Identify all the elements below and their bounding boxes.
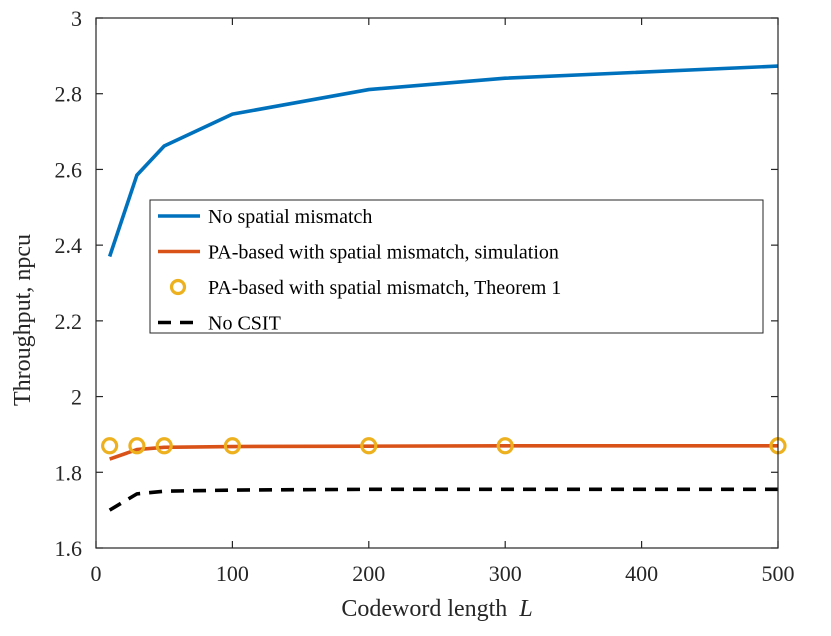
x-tick-label-2: 200 <box>352 561 385 586</box>
series-2-marker-2 <box>155 437 173 455</box>
y-tick-label-1: 1.8 <box>55 460 83 485</box>
legend-label-0: No spatial mismatch <box>208 206 372 228</box>
axes-box <box>95 17 779 549</box>
y-tick-label-3: 2.2 <box>55 309 83 334</box>
series-2-marker-1 <box>128 437 146 455</box>
x-tick-label-5: 500 <box>762 561 795 586</box>
y-tick-label-5: 2.6 <box>55 157 83 182</box>
y-tick-label-6: 2.8 <box>55 82 83 107</box>
legend-swatch-2 <box>169 278 187 296</box>
legend-label-1: PA-based with spatial mismatch, simulati… <box>208 242 559 264</box>
y-tick-label-7: 3 <box>71 6 82 31</box>
axes-layer <box>95 17 779 549</box>
x-axis-label-text: Codeword length <box>341 596 507 622</box>
x-tick-label-3: 300 <box>489 561 522 586</box>
x-tick-label-1: 100 <box>216 561 249 586</box>
x-tick-label-0: 0 <box>91 561 102 586</box>
series-layer <box>101 64 787 512</box>
legend-box <box>149 199 764 334</box>
y-tick-label-0: 1.6 <box>55 536 83 561</box>
legend-label-2: PA-based with spatial mismatch, Theorem … <box>208 277 561 299</box>
series-2-marker-3 <box>223 437 241 455</box>
series-3-line <box>108 487 778 512</box>
x-axis-label-variable: L <box>518 596 532 622</box>
y-axis-label: Throughput, npcu <box>10 234 36 406</box>
y-tick-label-2: 2 <box>71 385 82 410</box>
series-1-line <box>109 443 778 461</box>
legend-label-3: No CSIT <box>208 313 281 335</box>
legend: No spatial mismatch PA-based with spatial… <box>149 199 764 335</box>
series-0-line <box>107 64 779 258</box>
series-2-marker-5 <box>496 437 514 455</box>
x-tick-label-4: 400 <box>625 561 658 586</box>
series-2-marker-0 <box>101 437 119 455</box>
series-2-marker-4 <box>360 437 378 455</box>
x-axis-label: Codeword length L <box>341 596 532 622</box>
y-tick-label-4: 2.4 <box>55 233 83 258</box>
ticks-layer: 0 100 200 300 400 500 1.6 1.8 2 2.2 2.4 2.6 2.8 3 <box>55 6 795 586</box>
